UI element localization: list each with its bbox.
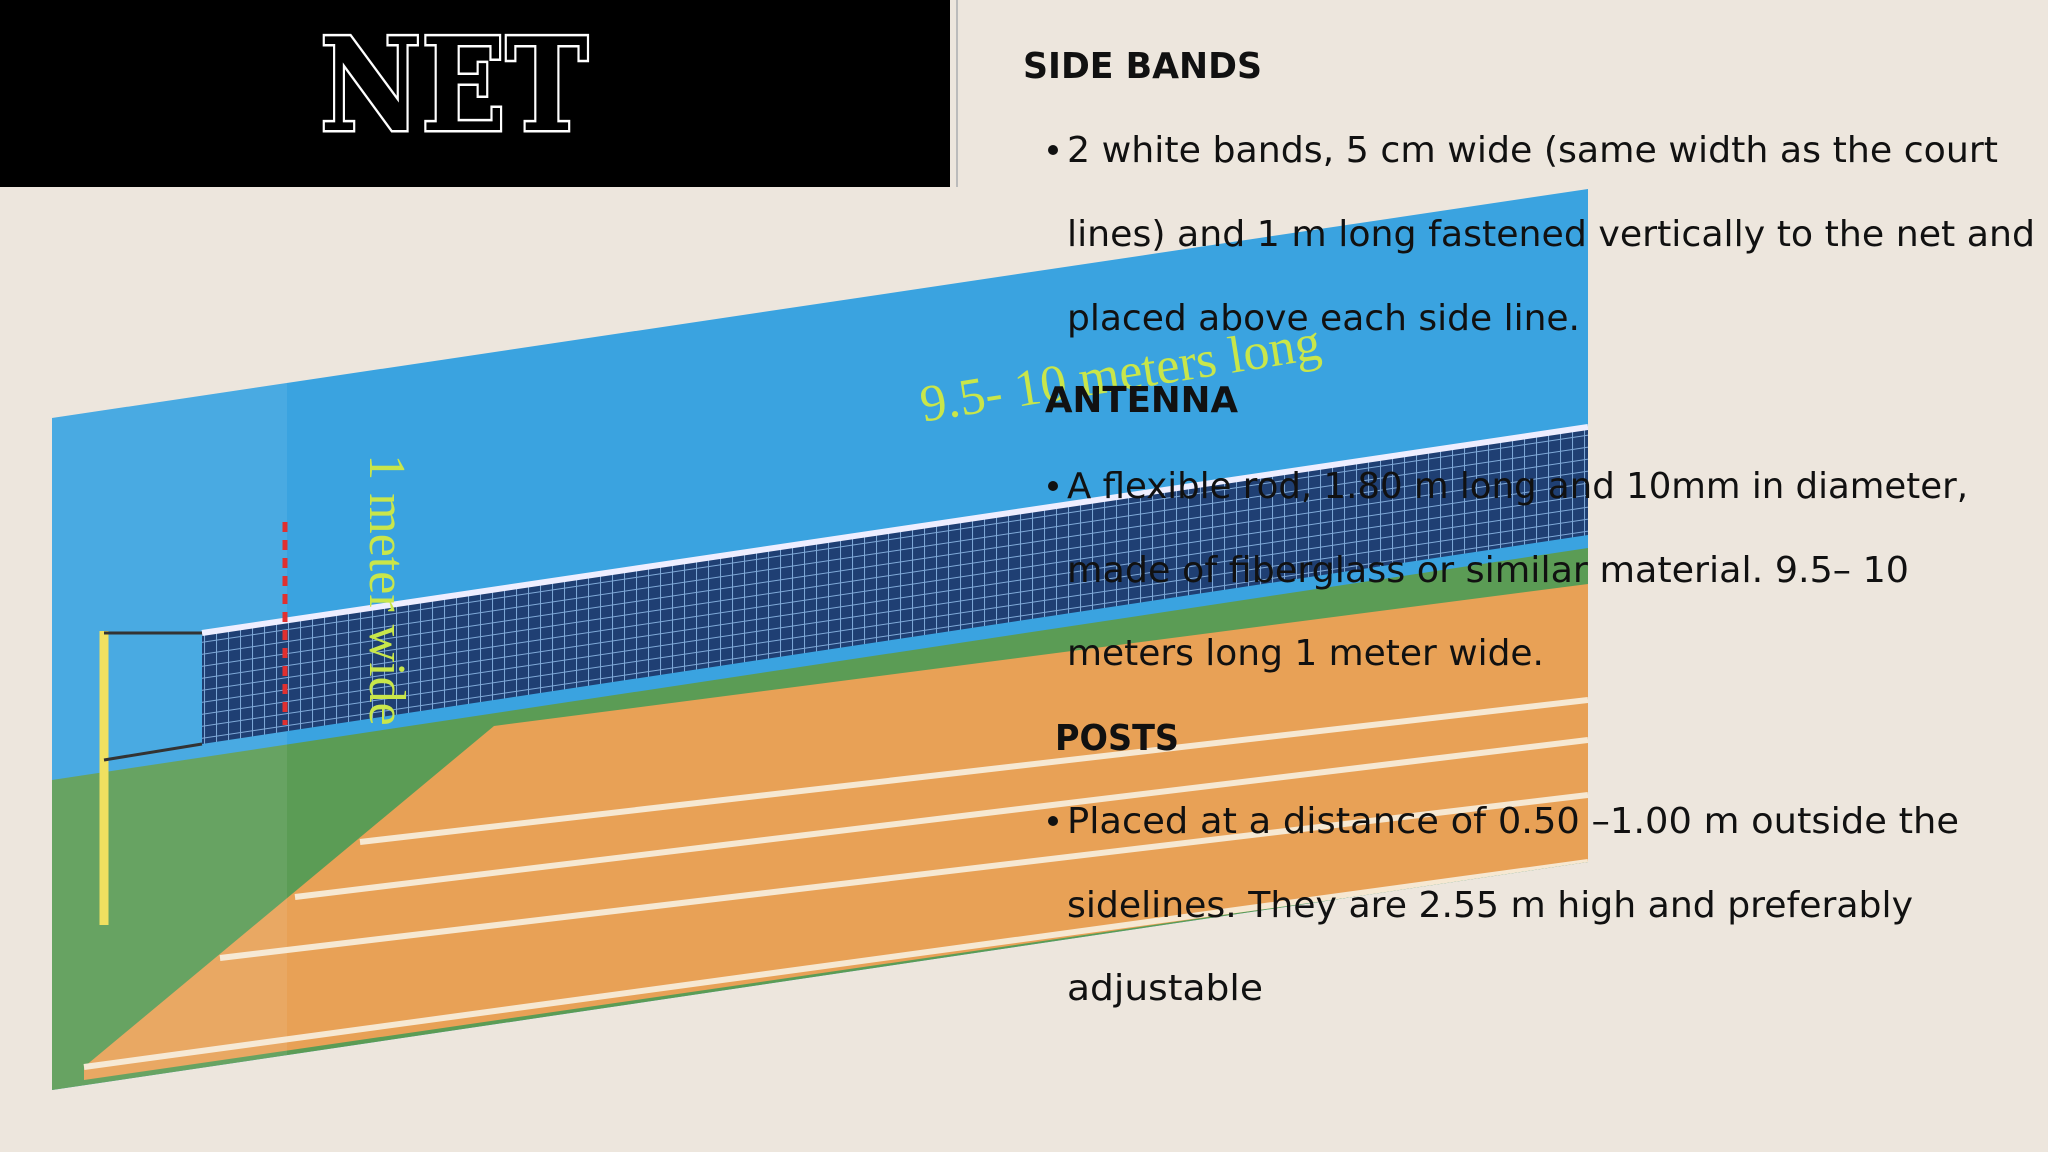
- bullet-text: lines) and 1 m long fastened vertically …: [1067, 214, 2035, 255]
- text-column: SIDE BANDS 2 white bands, 5 cm wide (same…: [1023, 46, 2035, 1009]
- net-top-band: [201, 424, 1588, 636]
- bullet-text: Placed at a distance of 0.50 –1.00 m out…: [1067, 801, 1959, 842]
- title-bar: [0, 0, 950, 187]
- court-lines: [83, 697, 1588, 1070]
- width-label: 1 meter wide: [358, 454, 415, 725]
- bullet: [1048, 816, 1058, 826]
- title: NET: [320, 11, 588, 161]
- bullet: [1048, 145, 1058, 155]
- bullet: [1048, 481, 1058, 491]
- bullet-text: adjustable: [1067, 968, 1263, 1009]
- bullet-text: placed above each side line.: [1067, 298, 1580, 339]
- bullet-text: made of fiberglass or similar material. …: [1067, 550, 1909, 591]
- bullet-text: meters long 1 meter wide.: [1067, 633, 1544, 674]
- bullet-text: sidelines. They are 2.55 m high and pref…: [1067, 885, 1913, 926]
- section-heading: POSTS: [1055, 718, 1179, 759]
- section-heading: ANTENNA: [1045, 380, 1238, 421]
- bullet-text: A flexible rod, 1.80 m long and 10mm in …: [1067, 466, 1968, 507]
- cable: [103, 742, 203, 762]
- section-heading: SIDE BANDS: [1023, 46, 1262, 87]
- bullet-text: 2 white bands, 5 cm wide (same width as …: [1067, 130, 1998, 171]
- net: [202, 427, 1588, 744]
